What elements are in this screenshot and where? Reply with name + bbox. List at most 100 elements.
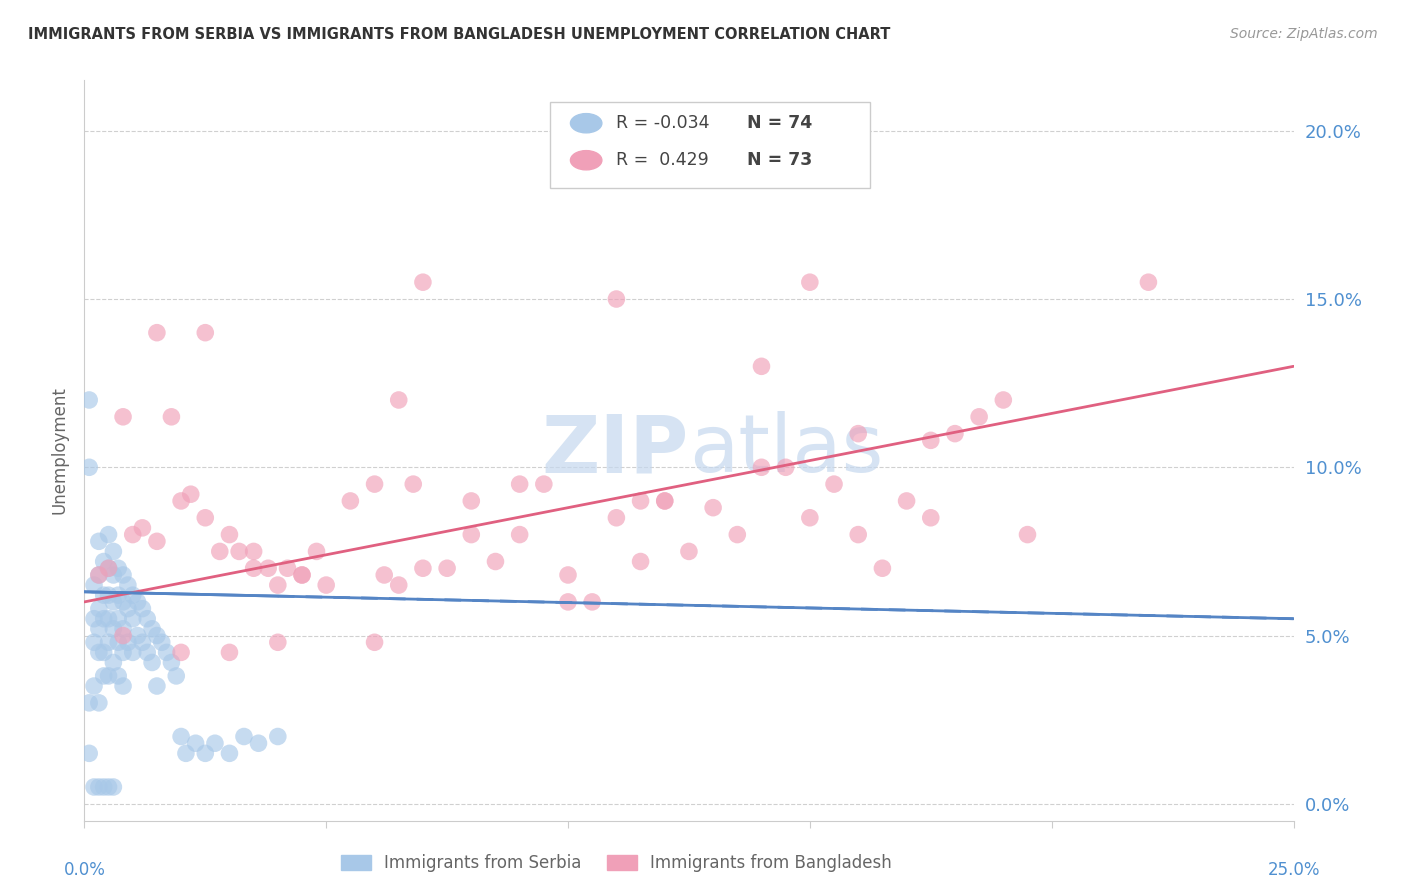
Text: 0.0%: 0.0% (63, 861, 105, 879)
Point (630, 494, 652, 508)
Point (93, 645, 115, 659)
Point (127, 595, 149, 609)
Point (93, 612, 115, 626)
Point (87, 568, 110, 582)
Circle shape (571, 151, 602, 169)
Point (146, 326, 169, 340)
Point (388, 392, 411, 407)
Point (339, 494, 361, 508)
Point (412, 275, 434, 289)
Point (872, 561, 894, 575)
Point (460, 527, 482, 541)
Point (93, 588, 115, 602)
Point (823, 477, 845, 491)
Point (112, 622, 135, 636)
Point (896, 494, 918, 508)
Point (363, 635, 385, 649)
Point (83, 679, 105, 693)
Point (112, 645, 135, 659)
Point (846, 426, 869, 441)
Point (799, 510, 821, 524)
Point (993, 392, 1015, 407)
Point (557, 568, 579, 582)
Point (208, 544, 231, 558)
Point (103, 780, 125, 794)
Text: R =  0.429: R = 0.429 (616, 152, 709, 169)
Point (702, 500, 724, 515)
Point (412, 561, 434, 575)
Point (77, 392, 100, 407)
Point (581, 595, 603, 609)
Point (242, 544, 264, 558)
Point (242, 561, 264, 575)
Point (605, 292, 627, 306)
Point (93, 669, 115, 683)
Point (276, 561, 298, 575)
Point (267, 730, 290, 744)
Point (97, 527, 120, 541)
Point (678, 544, 700, 558)
Text: R = -0.034: R = -0.034 (616, 114, 710, 132)
Point (103, 595, 125, 609)
Point (184, 736, 207, 750)
Point (725, 527, 748, 541)
Text: N = 74: N = 74 (747, 114, 813, 132)
Text: ZIP: ZIP (541, 411, 689, 490)
Point (127, 628, 149, 642)
Text: IMMIGRANTS FROM SERBIA VS IMMIGRANTS FROM BANGLADESH UNEMPLOYMENT CORRELATION CH: IMMIGRANTS FROM SERBIA VS IMMIGRANTS FRO… (28, 27, 890, 42)
Point (218, 645, 240, 659)
Point (509, 527, 531, 541)
Point (291, 568, 314, 582)
Point (107, 588, 129, 602)
Point (87, 696, 110, 710)
Point (305, 544, 328, 558)
Point (557, 595, 579, 609)
Text: N = 73: N = 73 (747, 152, 813, 169)
Point (87, 601, 110, 615)
Point (146, 534, 169, 549)
Point (112, 409, 135, 424)
Text: atlas: atlas (689, 411, 883, 490)
Point (77, 696, 100, 710)
Y-axis label: Unemployment: Unemployment (51, 386, 69, 515)
Point (484, 554, 506, 569)
Point (194, 747, 217, 761)
Point (136, 645, 159, 659)
Text: 25.0%: 25.0% (1267, 861, 1320, 879)
Point (93, 554, 115, 569)
Point (146, 628, 169, 642)
Circle shape (571, 113, 602, 133)
Point (1137, 275, 1160, 289)
Point (170, 645, 193, 659)
Point (121, 527, 143, 541)
Point (160, 656, 183, 670)
Point (103, 622, 125, 636)
Point (112, 628, 135, 642)
Point (97, 669, 120, 683)
Point (117, 601, 139, 615)
Point (267, 635, 290, 649)
Point (509, 477, 531, 491)
Point (402, 477, 425, 491)
Point (107, 561, 129, 575)
Legend: Immigrants from Serbia, Immigrants from Bangladesh: Immigrants from Serbia, Immigrants from … (335, 847, 898, 879)
Point (93, 780, 115, 794)
Point (112, 595, 135, 609)
Point (121, 588, 143, 602)
Point (77, 460, 100, 475)
Point (247, 736, 270, 750)
Point (204, 736, 226, 750)
Point (83, 578, 105, 592)
Point (87, 622, 110, 636)
Point (107, 669, 129, 683)
Point (460, 494, 482, 508)
Point (121, 645, 143, 659)
Point (121, 612, 143, 626)
Point (97, 612, 120, 626)
Point (943, 426, 966, 441)
Point (194, 510, 217, 524)
Point (751, 460, 773, 475)
Point (654, 494, 676, 508)
Point (87, 534, 110, 549)
Point (160, 409, 183, 424)
